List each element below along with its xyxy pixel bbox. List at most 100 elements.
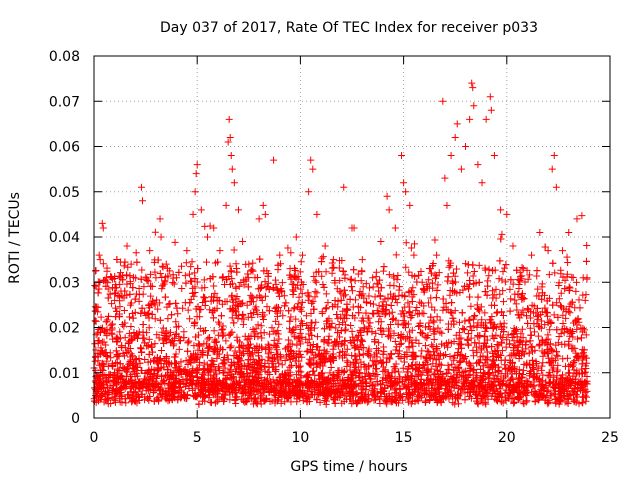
data-point <box>358 396 366 404</box>
data-point <box>356 350 364 358</box>
data-point <box>553 299 561 307</box>
data-point <box>159 263 167 271</box>
data-point <box>352 356 360 364</box>
data-point <box>484 282 492 290</box>
data-point <box>199 348 207 356</box>
data-point <box>417 375 425 383</box>
data-point <box>367 375 375 383</box>
data-point <box>106 290 114 298</box>
data-point <box>449 279 457 287</box>
data-point <box>501 356 509 364</box>
data-point <box>492 331 500 339</box>
data-point <box>126 290 134 298</box>
data-point <box>103 264 111 272</box>
data-point <box>145 335 153 343</box>
data-point <box>147 282 155 290</box>
data-point <box>546 371 554 379</box>
data-point <box>362 280 370 288</box>
data-point <box>473 323 481 331</box>
data-point <box>347 371 355 379</box>
data-point <box>210 327 218 335</box>
data-point <box>392 346 400 354</box>
data-point <box>573 353 581 361</box>
data-point <box>155 396 163 404</box>
data-point <box>304 379 312 387</box>
data-point <box>445 365 453 373</box>
data-point <box>268 324 276 332</box>
data-point <box>524 378 532 386</box>
data-point <box>175 332 183 340</box>
data-point <box>554 352 562 360</box>
data-point <box>475 358 483 366</box>
data-point <box>163 354 171 362</box>
data-point <box>175 369 183 377</box>
data-point <box>211 366 219 374</box>
data-point <box>248 294 256 302</box>
data-point <box>158 346 166 354</box>
data-point <box>295 293 303 301</box>
data-point <box>165 372 173 380</box>
data-point <box>383 400 391 408</box>
data-point <box>137 367 145 375</box>
data-point <box>232 295 240 303</box>
data-point <box>318 310 326 318</box>
data-point <box>249 309 257 317</box>
data-point <box>324 299 332 307</box>
data-point <box>470 322 478 330</box>
data-point <box>200 359 208 367</box>
data-point <box>165 359 173 367</box>
data-point <box>287 346 295 354</box>
data-point <box>534 332 542 340</box>
data-point <box>316 371 324 379</box>
data-point <box>102 318 110 326</box>
data-point <box>113 307 121 315</box>
data-point <box>303 371 311 379</box>
data-point <box>162 335 170 343</box>
data-point <box>250 377 258 385</box>
data-point <box>479 399 487 407</box>
data-point <box>557 266 565 274</box>
data-point <box>106 371 114 379</box>
data-point <box>311 277 319 285</box>
data-point <box>579 393 587 401</box>
data-point <box>579 291 587 299</box>
data-point <box>421 323 429 331</box>
data-point <box>444 343 452 351</box>
data-point <box>394 320 402 328</box>
data-point <box>291 357 299 365</box>
data-point <box>149 297 157 305</box>
data-point <box>482 342 490 350</box>
data-point <box>232 260 240 268</box>
data-point <box>137 344 145 352</box>
data-point <box>304 339 312 347</box>
data-point <box>164 264 172 272</box>
data-point <box>449 269 457 277</box>
data-point <box>512 325 520 333</box>
data-point <box>431 306 439 314</box>
data-point <box>563 384 571 392</box>
data-point <box>506 340 514 348</box>
data-point <box>409 284 417 292</box>
data-point <box>210 282 218 290</box>
data-point <box>561 285 569 293</box>
data-point <box>206 343 214 351</box>
data-point <box>482 400 490 408</box>
data-point <box>530 328 538 336</box>
data-point <box>518 264 526 272</box>
data-point <box>516 370 524 378</box>
data-point <box>364 314 372 322</box>
data-point <box>95 379 103 387</box>
data-point <box>458 309 466 317</box>
data-point <box>516 276 524 284</box>
data-point <box>545 271 553 279</box>
data-point <box>122 399 130 407</box>
data-point <box>559 273 567 281</box>
data-point <box>178 262 186 270</box>
data-point <box>484 364 492 372</box>
data-point <box>272 329 280 337</box>
data-point <box>562 380 570 388</box>
data-point <box>140 283 148 291</box>
data-point <box>434 324 442 332</box>
data-point <box>534 315 542 323</box>
data-point <box>219 325 227 333</box>
